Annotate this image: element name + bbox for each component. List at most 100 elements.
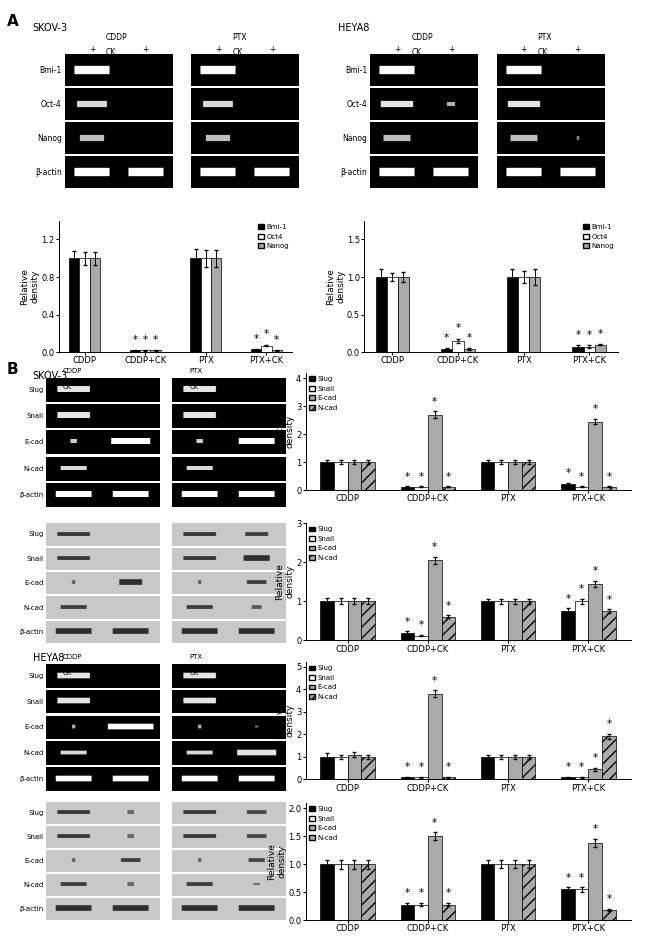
Bar	[495, 462, 508, 490]
Text: +: +	[128, 392, 134, 397]
Text: -: -	[200, 678, 202, 684]
Bar	[400, 486, 414, 490]
Bar	[575, 889, 588, 920]
Text: +: +	[575, 44, 581, 54]
Bar	[251, 349, 261, 352]
Text: +: +	[269, 55, 276, 65]
Bar	[508, 462, 522, 490]
Bar	[428, 837, 441, 920]
Text: *: *	[566, 593, 571, 604]
Bar	[561, 484, 575, 490]
Bar	[150, 350, 161, 352]
Text: *: *	[419, 621, 424, 630]
Bar	[320, 757, 334, 779]
Text: CK: CK	[232, 48, 242, 57]
Text: E-cad: E-cad	[24, 439, 44, 445]
Bar	[602, 611, 616, 640]
Bar	[481, 601, 495, 640]
Bar	[320, 864, 334, 920]
Text: *: *	[274, 334, 280, 345]
Bar	[588, 584, 602, 640]
Bar	[602, 736, 616, 779]
Text: PTX: PTX	[189, 654, 202, 660]
Text: +: +	[142, 55, 149, 65]
Text: +: +	[198, 666, 203, 671]
Text: *: *	[579, 872, 584, 883]
Bar	[334, 601, 348, 640]
Bar	[573, 346, 584, 352]
Bar	[481, 757, 495, 779]
Bar	[441, 904, 455, 920]
Text: CK: CK	[538, 48, 548, 57]
Text: *: *	[467, 333, 472, 343]
Bar	[261, 346, 272, 352]
Text: HEYA8: HEYA8	[32, 653, 64, 663]
Bar	[481, 864, 495, 920]
Bar	[376, 277, 387, 352]
Bar	[414, 777, 428, 779]
Text: +: +	[448, 55, 454, 65]
Legend: Slug, Snail, E-cad, N-cad: Slug, Snail, E-cad, N-cad	[309, 666, 337, 700]
Text: -: -	[73, 678, 75, 684]
Bar	[481, 462, 495, 490]
Text: CK: CK	[411, 48, 422, 57]
Bar	[495, 601, 508, 640]
Text: *: *	[446, 888, 451, 899]
Text: A: A	[6, 14, 18, 29]
Bar	[348, 864, 361, 920]
Text: +: +	[71, 379, 77, 385]
Legend: Slug, Snail, E-cad, N-cad: Slug, Snail, E-cad, N-cad	[309, 377, 337, 410]
Text: CK: CK	[62, 670, 72, 676]
Text: E-cad: E-cad	[24, 858, 44, 864]
Text: -: -	[396, 55, 399, 65]
Bar	[398, 277, 409, 352]
Text: *: *	[419, 762, 424, 772]
Bar	[575, 486, 588, 490]
Text: *: *	[566, 872, 571, 883]
Y-axis label: Relative
density: Relative density	[275, 563, 294, 600]
Text: *: *	[606, 594, 612, 605]
Text: +: +	[142, 44, 149, 54]
Bar	[272, 350, 282, 352]
Text: *: *	[587, 331, 592, 340]
Bar	[361, 462, 375, 490]
Bar	[320, 462, 334, 490]
Text: SKOV-3: SKOV-3	[32, 23, 68, 34]
Text: β-actin: β-actin	[35, 168, 62, 177]
Bar	[441, 486, 455, 490]
Bar	[361, 864, 375, 920]
Text: Slug: Slug	[29, 673, 44, 679]
Text: -: -	[200, 392, 202, 397]
Bar	[452, 341, 463, 352]
Text: +: +	[215, 44, 222, 54]
Text: Oct-4: Oct-4	[346, 100, 367, 109]
Text: Oct-4: Oct-4	[41, 100, 62, 109]
Text: β-actin: β-actin	[20, 629, 44, 635]
Text: Snail: Snail	[27, 556, 44, 562]
Text: *: *	[264, 330, 269, 339]
Bar	[595, 345, 606, 352]
Bar	[334, 462, 348, 490]
Y-axis label: Relative
density: Relative density	[20, 268, 40, 305]
Bar	[602, 910, 616, 920]
Text: -: -	[523, 55, 525, 65]
Bar	[90, 258, 100, 352]
Text: CDDP: CDDP	[106, 33, 127, 42]
Y-axis label: Relative
density: Relative density	[275, 413, 294, 450]
Text: *: *	[598, 329, 603, 339]
Text: +: +	[128, 666, 134, 671]
Text: *: *	[593, 404, 598, 414]
Bar	[441, 777, 455, 779]
Bar	[575, 601, 588, 640]
Text: *: *	[405, 762, 410, 772]
Bar	[463, 349, 474, 352]
Bar	[201, 258, 211, 352]
Text: +: +	[198, 379, 203, 385]
Text: *: *	[405, 471, 410, 482]
Text: -: -	[73, 392, 75, 397]
Text: *: *	[142, 334, 148, 345]
Bar	[441, 617, 455, 640]
Text: +: +	[269, 44, 276, 54]
Text: *: *	[606, 894, 612, 904]
Text: Nanog: Nanog	[37, 133, 62, 143]
